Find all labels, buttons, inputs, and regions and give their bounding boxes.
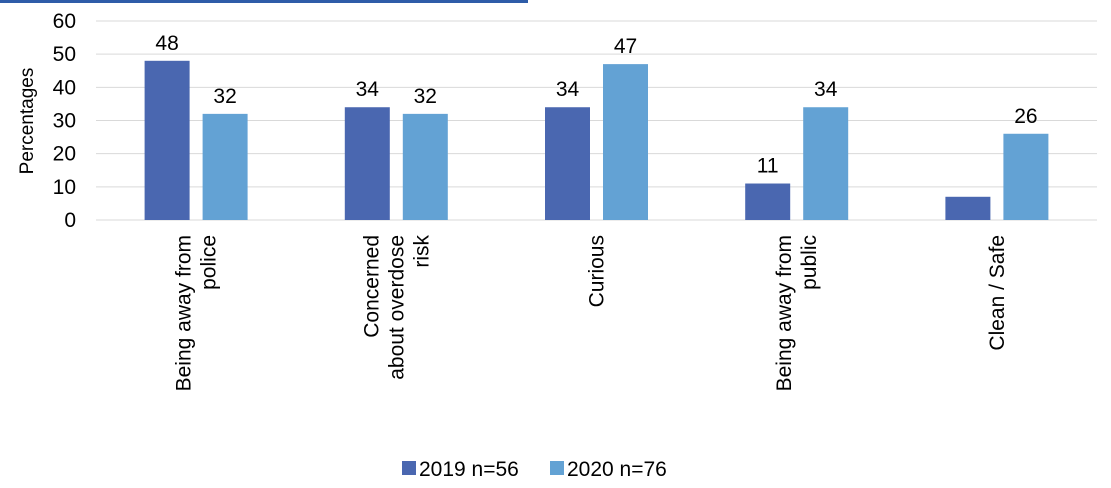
y-tick-label: 10 <box>53 176 76 199</box>
legend-swatch-2 <box>550 461 564 475</box>
y-tick-label: 60 <box>53 10 76 33</box>
bars <box>144 60 1049 220</box>
data-label: 32 <box>414 85 437 108</box>
cropped-title-strip <box>0 0 528 3</box>
y-axis-ticks: 0 10 20 30 40 50 60 <box>53 10 76 232</box>
gridlines <box>96 20 1097 221</box>
legend-label-2: 2020 n=76 <box>567 458 667 481</box>
data-label: 48 <box>155 32 178 55</box>
y-tick-label: 30 <box>53 110 76 133</box>
legend-swatch-1 <box>402 461 416 475</box>
legend-label-1: 2019 n=56 <box>419 458 519 481</box>
bar-2-1 <box>202 113 248 220</box>
y-tick-label: 50 <box>53 43 76 66</box>
bar-2-5 <box>1003 133 1049 220</box>
bar-2-4 <box>803 107 849 220</box>
x-axis-category-labels: Being away frompolice Concernedabout over… <box>173 235 1009 392</box>
legend: 2019 n=56 2020 n=76 <box>402 458 667 481</box>
bar-2-2 <box>402 113 448 220</box>
bar-2-3 <box>603 64 648 220</box>
data-label: 34 <box>356 78 380 101</box>
data-label: 47 <box>614 35 637 58</box>
category-label: Concernedabout overdoserisk <box>360 235 433 380</box>
data-label: 32 <box>213 85 236 108</box>
bar-1-1 <box>144 60 190 220</box>
category-label: Curious <box>586 235 609 307</box>
y-axis-title: Percentages <box>17 68 38 175</box>
data-label: 26 <box>1014 105 1037 128</box>
bar-1-2 <box>344 107 390 220</box>
bar-1-5 <box>945 196 991 220</box>
data-labels: 48 32 34 32 34 47 11 34 26 <box>155 32 1037 178</box>
y-tick-label: 0 <box>64 209 76 232</box>
data-label: 34 <box>556 78 580 101</box>
bar-1-3 <box>545 107 590 220</box>
y-tick-label: 20 <box>53 143 76 166</box>
category-label: Clean / Safe <box>986 235 1009 351</box>
bar-1-4 <box>745 183 791 220</box>
y-tick-label: 40 <box>53 76 76 99</box>
data-label: 11 <box>757 155 779 178</box>
category-label: Being away frompolice <box>173 235 221 391</box>
data-label: 34 <box>814 78 838 101</box>
category-label: Being away frompublic <box>773 235 821 391</box>
